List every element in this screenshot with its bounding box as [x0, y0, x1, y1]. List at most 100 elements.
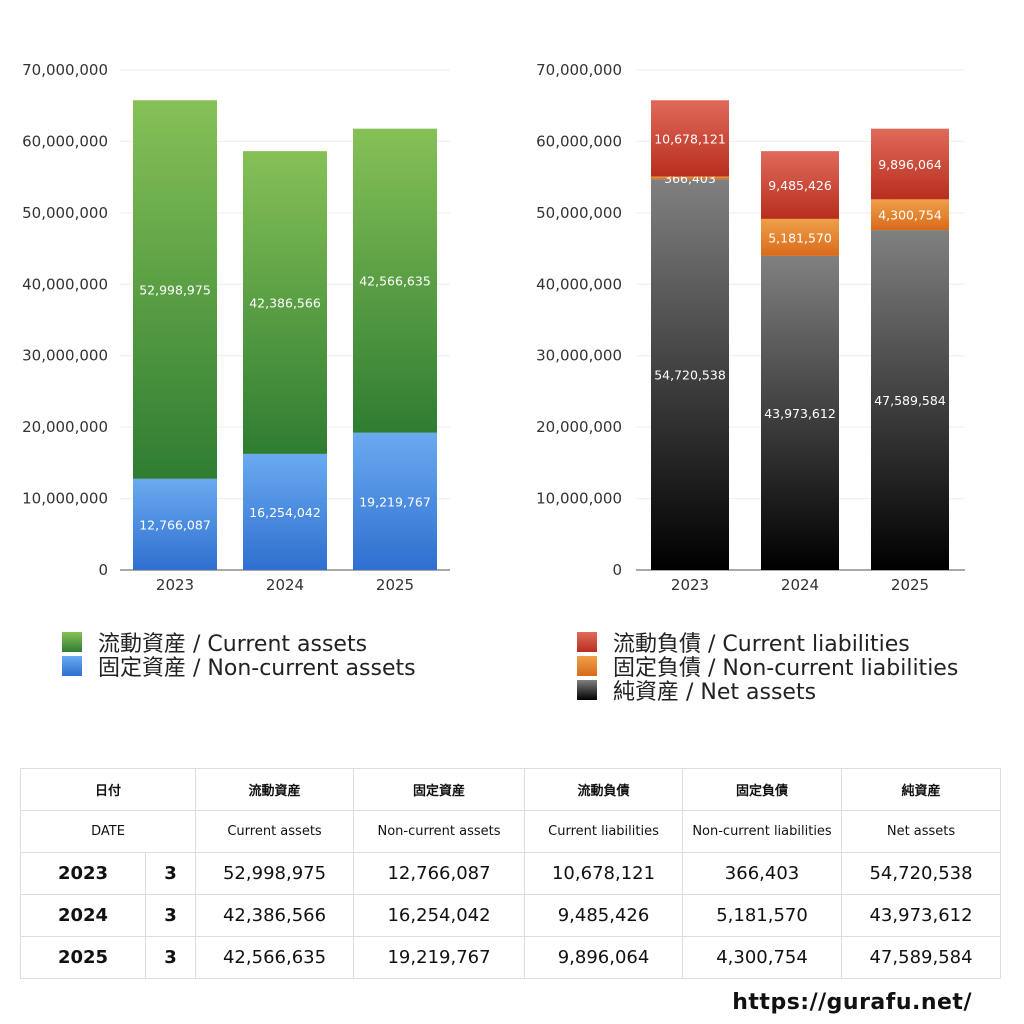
cell-current-liabilities: 9,485,426 [524, 894, 684, 937]
row-year: 2025 [20, 936, 146, 979]
bar-segment [761, 218, 839, 256]
bar-segment [353, 128, 437, 433]
y-tick-label: 20,000,000 [536, 418, 622, 436]
legend-swatch [577, 632, 597, 652]
legend-item: 流動負債 / Current liabilities [577, 630, 958, 657]
cell-net-assets: 54,720,538 [841, 852, 1002, 895]
cell-current-liabilities: 10,678,121 [524, 852, 684, 895]
header-noncurrent-liabilities-en: Non-current liabilities [682, 810, 843, 853]
bar-segment [353, 432, 437, 570]
y-tick-label: 30,000,000 [536, 347, 622, 365]
header-noncurrent-assets-ja: 固定資産 [353, 768, 526, 811]
data-label: 12,766,087 [139, 517, 211, 532]
legend-label: 固定負債 / Non-current liabilities [613, 656, 959, 681]
cell-noncurrent-assets: 19,219,767 [353, 936, 526, 979]
y-tick-label: 10,000,000 [22, 490, 108, 508]
row-month: 3 [144, 894, 197, 937]
legend-swatch [577, 656, 597, 676]
cell-net-assets: 47,589,584 [841, 936, 1002, 979]
legend-label: 流動資産 / Current assets [98, 632, 368, 657]
legend-label: 流動負債 / Current liabilities [613, 632, 910, 657]
bar-segment [651, 179, 729, 570]
y-tick-label: 60,000,000 [536, 132, 622, 150]
data-table: 日付 流動資産 固定資産 流動負債 固定負債 純資産 DATE Current … [19, 768, 1002, 979]
cell-current-assets: 52,998,975 [195, 852, 355, 895]
data-label: 5,181,570 [768, 230, 832, 245]
y-tick-label: 0 [98, 561, 108, 579]
header-noncurrent-liabilities-ja: 固定負債 [682, 768, 843, 811]
data-label: 19,219,767 [359, 494, 431, 509]
legend-item: 固定資産 / Non-current assets [62, 654, 416, 681]
cell-noncurrent-liabilities: 366,403 [682, 852, 843, 895]
liabilities-legend: 流動負債 / Current liabilities 固定負債 / Non-cur… [577, 630, 958, 705]
y-tick-label: 40,000,000 [22, 275, 108, 293]
data-label: 10,678,121 [654, 131, 726, 146]
bar-segment [133, 100, 217, 479]
y-tick-label: 30,000,000 [22, 347, 108, 365]
header-noncurrent-assets-en: Non-current assets [353, 810, 526, 853]
header-current-assets-ja: 流動資産 [195, 768, 355, 811]
data-label: 54,720,538 [654, 368, 726, 383]
y-tick-label: 50,000,000 [22, 204, 108, 222]
legend-item: 流動資産 / Current assets [62, 630, 416, 657]
data-label: 4,300,754 [878, 208, 942, 223]
header-current-assets-en: Current assets [195, 810, 355, 853]
table-row: 2023 3 52,998,975 12,766,087 10,678,121 … [20, 852, 1002, 895]
cell-current-liabilities: 9,896,064 [524, 936, 684, 979]
legend-item: 純資産 / Net assets [577, 678, 958, 705]
cell-current-assets: 42,566,635 [195, 936, 355, 979]
header-net-assets-en: Net assets [841, 810, 1002, 853]
legend-swatch [62, 656, 82, 676]
table-header-ja: 日付 流動資産 固定資産 流動負債 固定負債 純資産 [19, 768, 1002, 811]
bar-segment [871, 128, 949, 200]
bar-segment [243, 453, 327, 570]
table-row: 2024 3 42,386,566 16,254,042 9,485,426 5… [20, 894, 1002, 937]
table-header-en: DATE Current assets Non-current assets C… [19, 810, 1002, 853]
data-label: 42,386,566 [249, 296, 321, 311]
y-tick-label: 10,000,000 [536, 490, 622, 508]
x-tick-label: 2025 [891, 576, 929, 594]
data-label: 42,566,635 [359, 274, 431, 289]
data-label: 52,998,975 [139, 283, 211, 298]
header-net-assets-ja: 純資産 [841, 768, 1002, 811]
data-label: 43,973,612 [764, 406, 836, 421]
liabilities-netassets-chart: 0 10,000,000 20,000,000 30,000,000 40,000,00… [536, 61, 965, 594]
site-url[interactable]: https://gurafu.net/ [732, 990, 972, 1015]
x-tick-label: 2024 [266, 576, 304, 594]
y-tick-label: 50,000,000 [536, 204, 622, 222]
x-tick-label: 2025 [376, 576, 414, 594]
legend-label: 固定資産 / Non-current assets [98, 656, 416, 681]
data-label: 9,896,064 [878, 157, 942, 172]
data-label: 16,254,042 [249, 505, 321, 520]
header-current-liabilities-en: Current liabilities [524, 810, 684, 853]
cell-noncurrent-liabilities: 4,300,754 [682, 936, 843, 979]
y-tick-label: 20,000,000 [22, 418, 108, 436]
bar-segment [651, 176, 729, 180]
y-tick-label: 70,000,000 [536, 61, 622, 79]
bar-segment [761, 255, 839, 570]
bar-segment [243, 151, 327, 454]
assets-legend: 流動資産 / Current assets 固定資産 / Non-current … [62, 630, 416, 681]
header-date-ja: 日付 [19, 768, 197, 811]
legend-item: 固定負債 / Non-current liabilities [577, 654, 958, 681]
bar-segment [871, 230, 949, 570]
assets-chart: 0 10,000,000 20,000,000 30,000,000 40,000,00… [22, 61, 450, 594]
bar-segment [651, 100, 729, 177]
header-current-liabilities-ja: 流動負債 [524, 768, 684, 811]
row-month: 3 [144, 936, 197, 979]
y-tick-label: 40,000,000 [536, 275, 622, 293]
bar-segment [133, 478, 217, 570]
x-tick-label: 2023 [671, 576, 709, 594]
data-label: 47,589,584 [874, 393, 946, 408]
bar-segment [871, 199, 949, 231]
y-tick-label: 70,000,000 [22, 61, 108, 79]
x-tick-label: 2023 [156, 576, 194, 594]
cell-current-assets: 42,386,566 [195, 894, 355, 937]
row-month: 3 [144, 852, 197, 895]
data-label: 9,485,426 [768, 178, 832, 193]
legend-swatch [62, 632, 82, 652]
legend-label: 純資産 / Net assets [613, 680, 817, 705]
y-tick-label: 60,000,000 [22, 132, 108, 150]
row-year: 2024 [20, 894, 146, 937]
cell-noncurrent-assets: 16,254,042 [353, 894, 526, 937]
